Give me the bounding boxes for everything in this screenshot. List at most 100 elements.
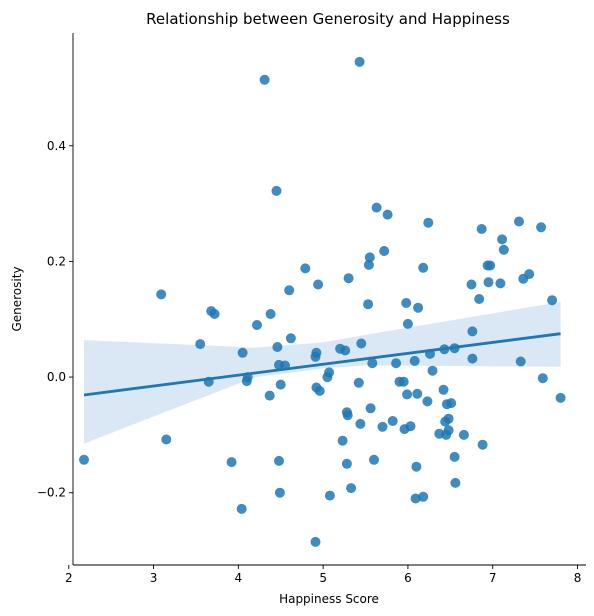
scatter-point — [428, 366, 438, 376]
y-axis-ticks: −0.2 0.0 0.2 0.4 — [37, 139, 73, 500]
scatter-point — [272, 186, 282, 196]
scatter-point — [313, 280, 323, 290]
scatter-point — [444, 414, 454, 424]
scatter-point — [286, 333, 296, 343]
scatter-point — [495, 278, 505, 288]
scatter-point — [418, 492, 428, 502]
scatter-point — [252, 320, 262, 330]
y-tick-label: 0.4 — [47, 139, 66, 153]
scatter-point — [366, 403, 376, 413]
scatter-point — [403, 319, 413, 329]
scatter-point — [161, 435, 171, 445]
scatter-point — [379, 246, 389, 256]
plot-area — [79, 57, 566, 547]
chart-title: Relationship between Generosity and Happ… — [146, 10, 510, 28]
scatter-point — [477, 224, 487, 234]
x-tick-label: 2 — [65, 571, 73, 585]
scatter-point — [474, 294, 484, 304]
x-tick-label: 3 — [150, 571, 158, 585]
scatter-point — [275, 488, 285, 498]
scatter-point — [547, 295, 557, 305]
scatter-point — [355, 419, 365, 429]
scatter-point — [402, 389, 412, 399]
scatter-point — [354, 378, 364, 388]
x-tick-label: 5 — [319, 571, 327, 585]
scatter-point — [79, 455, 89, 465]
scatter-point — [411, 462, 421, 472]
y-tick-label: 0.0 — [47, 370, 66, 384]
scatter-point — [195, 339, 205, 349]
scatter-point — [346, 483, 356, 493]
scatter-point — [413, 303, 423, 313]
x-tick-label: 4 — [235, 571, 243, 585]
scatter-point — [450, 452, 460, 462]
scatter-point — [524, 269, 534, 279]
scatter-point — [266, 309, 276, 319]
scatter-point — [399, 377, 409, 387]
scatter-point — [156, 289, 166, 299]
scatter-point — [388, 416, 398, 426]
scatter-point — [556, 393, 566, 403]
scatter-point — [401, 298, 411, 308]
scatter-point — [439, 385, 449, 395]
scatter-point — [536, 222, 546, 232]
scatter-point — [325, 491, 335, 501]
scatter-point — [343, 410, 353, 420]
scatter-point — [365, 252, 375, 262]
y-axis-label: Generosity — [10, 266, 24, 331]
scatter-point — [340, 346, 350, 356]
scatter-point — [444, 425, 454, 435]
scatter-point — [274, 456, 284, 466]
scatter-point — [237, 504, 247, 514]
scatter-point — [272, 342, 282, 352]
scatter-point — [311, 348, 321, 358]
x-tick-label: 8 — [574, 571, 582, 585]
scatter-point — [410, 356, 420, 366]
scatter-point — [484, 277, 494, 287]
scatter-point — [467, 326, 477, 336]
x-axis-label: Happiness Score — [279, 592, 379, 606]
scatter-point — [238, 348, 248, 358]
scatter-point — [210, 309, 220, 319]
scatter-point — [450, 478, 460, 488]
scatter-point — [369, 455, 379, 465]
scatter-point — [227, 457, 237, 467]
scatter-point — [391, 358, 401, 368]
x-axis-ticks: 2 3 4 5 6 7 8 — [65, 565, 581, 585]
scatter-point — [446, 398, 456, 408]
scatter-point — [478, 440, 488, 450]
scatter-point — [412, 389, 422, 399]
scatter-point — [344, 273, 354, 283]
scatter-point — [284, 285, 294, 295]
scatter-point — [372, 203, 382, 213]
scatter-point — [467, 354, 477, 364]
scatter-point — [538, 373, 548, 383]
y-tick-label: 0.2 — [47, 254, 66, 268]
scatter-point — [315, 386, 325, 396]
scatter-point — [422, 396, 432, 406]
y-tick-label: −0.2 — [37, 486, 66, 500]
scatter-point — [356, 339, 366, 349]
scatter-point — [355, 57, 365, 67]
scatter-point — [260, 75, 270, 85]
scatter-point — [499, 245, 509, 255]
scatter-point — [514, 217, 524, 227]
scatter-point — [342, 459, 352, 469]
x-tick-label: 7 — [489, 571, 497, 585]
scatter-point — [423, 218, 433, 228]
scatter-point — [265, 391, 275, 401]
scatter-point — [497, 234, 507, 244]
scatter-point — [363, 299, 373, 309]
scatter-point — [418, 263, 428, 273]
scatter-point — [485, 261, 495, 271]
confidence-band — [84, 302, 561, 444]
scatter-point — [324, 367, 334, 377]
scatter-point — [300, 263, 310, 273]
scatter-point — [467, 280, 477, 290]
scatter-point — [459, 430, 469, 440]
scatter-point — [406, 421, 416, 431]
scatter-point — [383, 210, 393, 220]
x-tick-label: 6 — [404, 571, 412, 585]
